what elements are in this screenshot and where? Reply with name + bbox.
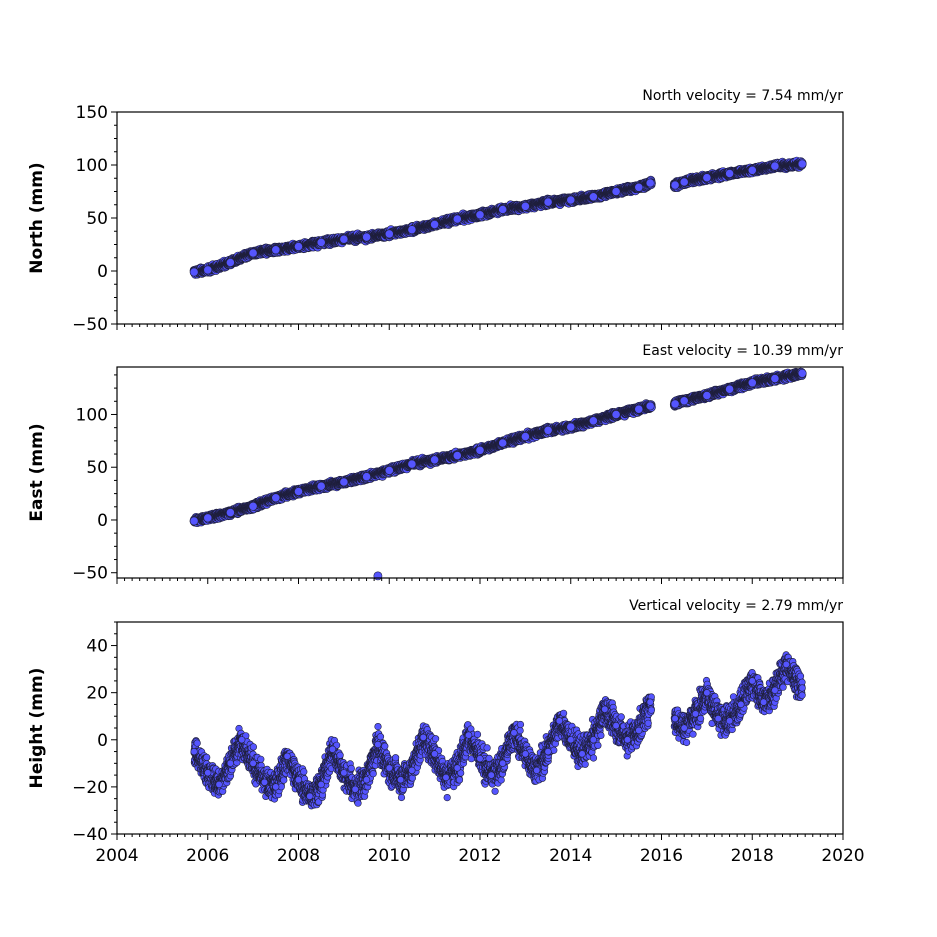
north-data-point xyxy=(645,178,655,188)
north-data-point xyxy=(543,197,553,207)
north-data-point xyxy=(362,232,371,242)
north-data-point xyxy=(521,201,530,211)
north-panel: −50 0 50 100 150 North velocity = 7.54 mm/yr… xyxy=(27,88,844,335)
north-data-point xyxy=(679,177,689,187)
north-axis-label: North (mm) xyxy=(27,162,47,273)
north-data-point xyxy=(452,214,462,224)
north-points xyxy=(189,156,807,279)
north-data-point xyxy=(316,237,326,247)
north-ytick-label: −50 xyxy=(72,315,108,335)
north-data-point xyxy=(384,229,394,239)
north-data-point xyxy=(203,265,213,275)
north-data-point xyxy=(225,258,235,267)
north-velocity-title: North velocity = 7.54 mm/yr xyxy=(642,88,843,104)
north-data-point xyxy=(189,267,199,277)
north-data-point xyxy=(407,225,417,235)
north-data-point xyxy=(566,195,576,205)
north-data-point xyxy=(271,245,281,255)
north-data-point xyxy=(670,180,680,190)
north-data-point xyxy=(475,210,485,220)
north-ytick-label: 50 xyxy=(86,209,108,229)
north-data-point xyxy=(797,159,807,169)
north-data-point xyxy=(634,182,644,192)
north-data-point xyxy=(611,187,621,196)
north-data-point xyxy=(430,219,439,229)
north-ytick-label: 100 xyxy=(76,156,108,176)
north-data-point xyxy=(770,161,780,171)
north-data-point xyxy=(725,169,734,178)
north-data-point xyxy=(589,192,598,202)
north-data-point xyxy=(339,234,349,244)
north-data-point xyxy=(498,205,508,214)
north-data-point xyxy=(702,173,712,183)
north-data-point xyxy=(248,248,258,258)
north-ytick-label: 150 xyxy=(76,103,108,123)
north-data-point xyxy=(294,242,303,251)
north-data-point xyxy=(747,165,757,175)
north-ytick-label: 0 xyxy=(97,262,108,282)
